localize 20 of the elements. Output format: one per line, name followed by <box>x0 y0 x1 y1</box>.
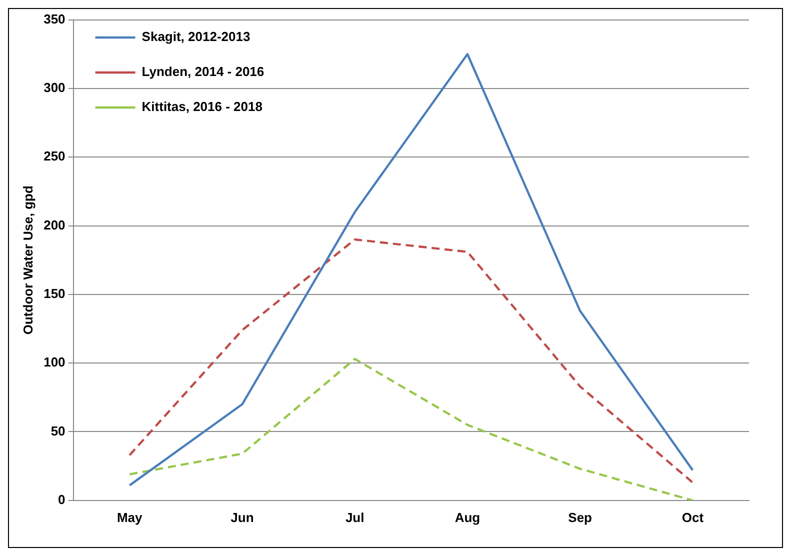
y-tick-label: 150 <box>44 286 66 302</box>
line-series <box>128 238 694 484</box>
y-tick-label: 50 <box>50 423 66 438</box>
legend-label: Kittitas, 2016 - 2018 <box>142 99 262 114</box>
legend-label: Skagit, 2012-2013 <box>142 29 250 44</box>
x-tick-label: Oct <box>682 510 704 525</box>
y-tick-label: 350 <box>44 11 66 26</box>
x-tick-label: Jun <box>230 510 254 525</box>
x-tick-label: May <box>116 510 144 525</box>
x-tick-label: Jul <box>345 510 364 525</box>
y-tick-label: 0 <box>58 492 66 507</box>
line-series <box>128 358 694 500</box>
x-tick-label: Aug <box>454 510 480 525</box>
x-tick-label: Sep <box>568 510 592 525</box>
y-tick-label: 250 <box>44 148 66 164</box>
y-tick-label: 300 <box>44 80 66 96</box>
y-tick-label: 100 <box>44 354 66 370</box>
legend-label: Lynden, 2014 - 2016 <box>142 64 264 80</box>
y-tick-label: 200 <box>44 217 66 232</box>
y-axis-title: Outdoor Water Use, gpd <box>20 186 36 335</box>
